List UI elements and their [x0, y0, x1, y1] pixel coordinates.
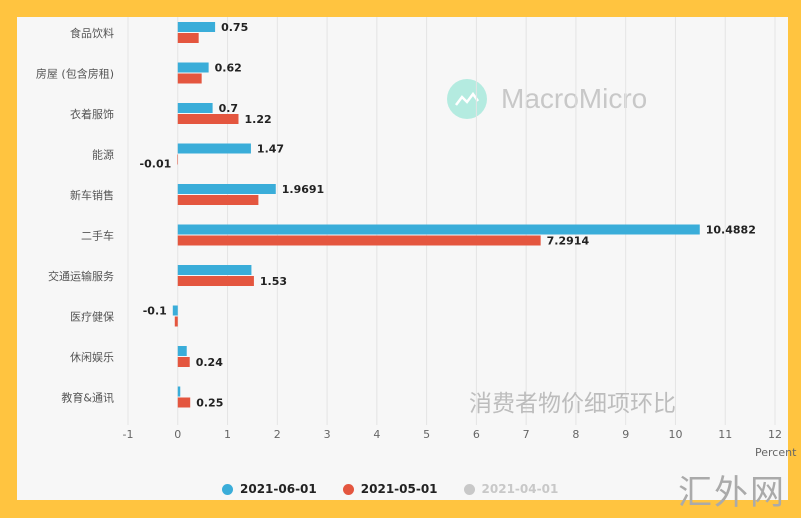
data-label: 0.24 — [196, 356, 223, 369]
category-label: 能源 — [92, 148, 114, 162]
x-tick-label: 9 — [622, 428, 629, 441]
category-label: 交通运输服务 — [48, 269, 114, 283]
legend-item[interactable]: 2021-06-01 — [222, 482, 317, 496]
category-label: 教育&通讯 — [61, 391, 114, 405]
category-label: 二手车 — [81, 229, 114, 243]
x-tick-label: 2 — [274, 428, 281, 441]
x-tick-label: 6 — [473, 428, 480, 441]
bar-2021-06-01 — [177, 265, 252, 275]
legend-item[interactable]: 2021-04-01 — [463, 482, 559, 496]
data-label: 0.25 — [196, 397, 223, 410]
bar-2021-05-01 — [177, 33, 199, 43]
bar-2021-06-01 — [177, 224, 700, 235]
bar-2021-05-01 — [177, 397, 191, 408]
x-tick-label: 7 — [523, 428, 530, 441]
category-label: 食品饮料 — [70, 26, 114, 40]
x-tick-label: 10 — [668, 428, 682, 441]
bar-2021-05-01 — [177, 235, 541, 246]
x-tick-label: -1 — [123, 428, 134, 441]
legend-dot-icon — [222, 483, 233, 495]
category-label: 医疗健保 — [70, 310, 114, 324]
bar-2021-06-01 — [177, 184, 276, 194]
x-axis-label: Percent — [755, 446, 797, 459]
macromicro-watermark: MacroMicro — [447, 79, 647, 119]
data-label: 1.9691 — [282, 183, 324, 196]
category-label: 休闲娱乐 — [70, 350, 114, 364]
data-label: 0.62 — [215, 62, 242, 75]
legend-label: 2021-04-01 — [481, 482, 559, 496]
data-label: 1.22 — [244, 113, 271, 126]
x-tick-label: 1 — [224, 428, 231, 441]
watermark-logo-text: MacroMicro — [501, 83, 648, 114]
bar-2021-05-01 — [177, 276, 254, 286]
legend-dot-icon — [342, 483, 354, 495]
bar-2021-06-01 — [177, 22, 216, 32]
legend-label: 2021-05-01 — [360, 482, 438, 496]
bar-2021-06-01 — [177, 143, 251, 154]
x-tick-label: 0 — [174, 428, 181, 441]
x-tick-label: 4 — [373, 428, 380, 441]
x-tick-label: 5 — [423, 428, 430, 441]
data-label: 0.75 — [221, 21, 248, 34]
x-tick-label: 11 — [718, 428, 732, 441]
x-tick-label: 3 — [324, 428, 331, 441]
x-tick-label: 12 — [768, 428, 782, 441]
data-label: 10.4882 — [706, 224, 756, 237]
bar-2021-05-01 — [177, 154, 178, 165]
bar-2021-05-01 — [174, 316, 178, 327]
bar-2021-06-01 — [177, 386, 181, 397]
data-label: 1.47 — [257, 143, 284, 156]
bar-2021-06-01 — [177, 103, 213, 113]
bar-2021-06-01 — [177, 62, 209, 73]
legend-label: 2021-06-01 — [240, 482, 317, 496]
data-label: 1.53 — [260, 275, 287, 288]
bar-2021-05-01 — [177, 357, 190, 367]
legend: 2021-06-01 2021-05-01 2021-04-01 — [222, 482, 558, 496]
bar-2021-06-01 — [177, 346, 187, 356]
chart-area: MacroMicro -1 0 1 2 3 4 5 6 7 8 9 10 11 12 食品饮料 0.75 房屋 … — [17, 17, 796, 500]
category-label: 新车销售 — [70, 188, 114, 202]
category-label: 房屋 (包含房租) — [36, 67, 114, 81]
data-label: -0.1 — [143, 305, 167, 318]
bar-2021-06-01 — [172, 305, 178, 316]
legend-dot-icon — [463, 483, 475, 495]
data-label: -0.01 — [140, 158, 172, 171]
bar-2021-05-01 — [177, 73, 202, 84]
macromicro-logo-icon — [447, 79, 487, 119]
bar-2021-05-01 — [177, 114, 239, 124]
data-label: 0.7 — [219, 102, 239, 115]
chart-title: 消费者物价细项环比 — [469, 391, 676, 417]
x-tick-label: 8 — [572, 428, 579, 441]
bar-2021-05-01 — [177, 195, 259, 205]
data-label: 7.2914 — [547, 235, 590, 248]
brand-watermark: 汇外网 — [678, 473, 786, 513]
category-label: 衣着服饰 — [70, 107, 114, 121]
legend-item[interactable]: 2021-05-01 — [342, 482, 438, 496]
